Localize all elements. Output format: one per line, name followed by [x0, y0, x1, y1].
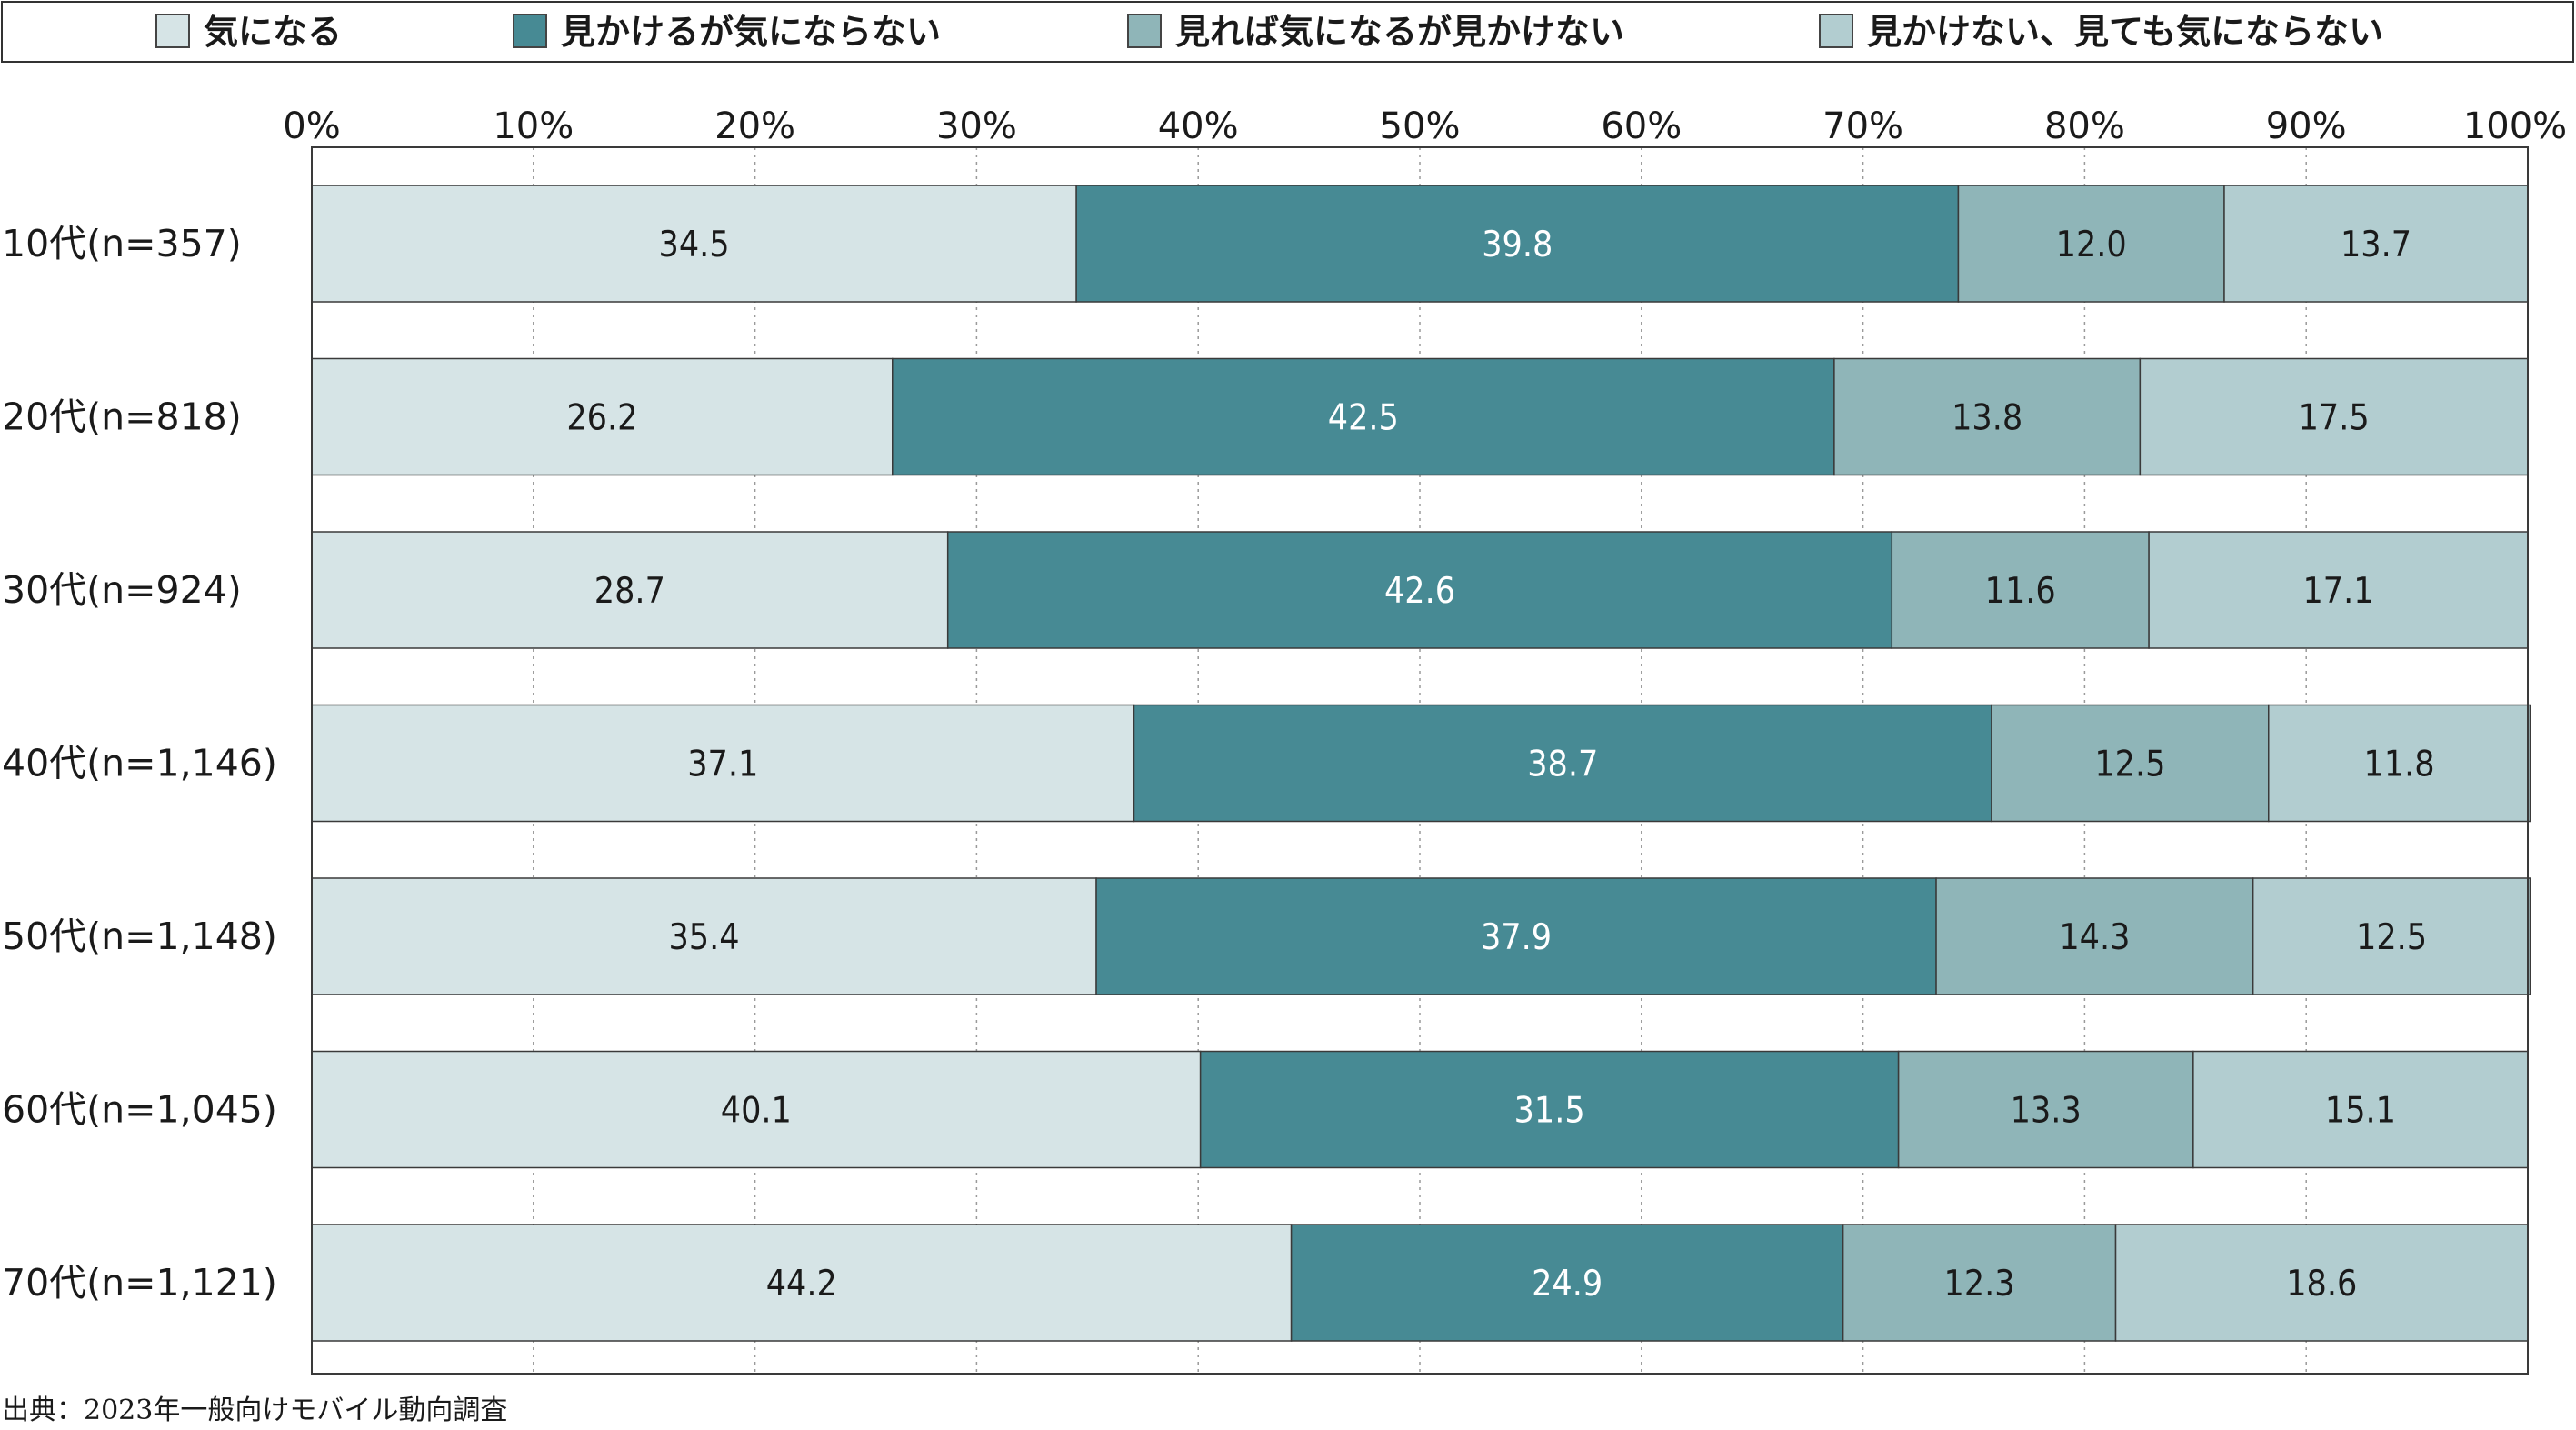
data-label: 12.5 [2094, 745, 2165, 785]
data-label: 31.5 [1514, 1091, 1585, 1132]
x-tick-label: 10% [493, 105, 574, 147]
data-label: 15.1 [2325, 1091, 2396, 1132]
data-label: 13.8 [1952, 398, 2022, 439]
bar-segment [1842, 1224, 2117, 1342]
bar-segment [2252, 877, 2531, 995]
data-label: 13.3 [2011, 1091, 2082, 1132]
data-label: 44.2 [766, 1264, 837, 1305]
bar-segment [1891, 531, 2150, 649]
bar-row: 26.2 42.5 13.8 17.5 [311, 357, 2529, 476]
bar-segment [311, 531, 949, 649]
x-tick-label: 100% [2463, 105, 2567, 147]
data-label: 17.1 [2302, 571, 2373, 612]
bar-segment [892, 357, 1835, 476]
category-label: 10代(n=357) [2, 222, 242, 265]
bar-row: 34.5 39.8 12.0 13.7 [311, 185, 2529, 303]
x-tick-label: 50% [1380, 105, 1461, 147]
legend-label: 気になる [204, 12, 342, 52]
bar-segment [1075, 185, 1960, 303]
bar-segment [1290, 1224, 1844, 1342]
bar-segment [311, 357, 894, 476]
x-tick-label: 20% [714, 105, 795, 147]
plot-frame [311, 146, 2529, 1375]
category-label: 20代(n=818) [2, 395, 242, 439]
legend-label: 見かけない、見ても気にならない [1867, 12, 2383, 52]
x-tick-label: 70% [1822, 105, 1903, 147]
bar-segment [1199, 1050, 1900, 1169]
data-label: 13.7 [2341, 225, 2411, 265]
bar-row: 44.2 24.9 12.3 18.6 [311, 1224, 2529, 1342]
bar-segment [311, 704, 1135, 823]
legend-box [1, 1, 2574, 63]
data-label: 42.6 [1384, 571, 1455, 612]
data-label: 35.4 [668, 917, 739, 958]
data-label: 14.3 [2059, 917, 2130, 958]
bar-segment [311, 1224, 1293, 1342]
data-label: 37.1 [687, 745, 758, 785]
bars: 34.5 39.8 12.0 13.7 26.2 42.5 13.8 17.5 28.7 42.6… [311, 185, 2531, 1342]
bar-segment [2148, 531, 2529, 649]
bar-segment [2139, 357, 2529, 476]
x-tick-label: 40% [1158, 105, 1239, 147]
category-labels: 10代(n=357) 20代(n=818) 30代(n=924) 40代(n=1,14… [2, 222, 277, 1305]
legend-label: 見れば気になるが見かけない [1175, 12, 1624, 52]
bar-segment [946, 531, 1893, 649]
bar-segment [2223, 185, 2529, 303]
data-label: 42.5 [1328, 398, 1399, 439]
category-label: 50代(n=1,148) [2, 915, 277, 958]
legend-swatch [1819, 14, 1853, 48]
data-label: 38.7 [1527, 745, 1598, 785]
data-label: 39.8 [1482, 225, 1553, 265]
bar-segment [1833, 357, 2142, 476]
bar-segment [2192, 1050, 2529, 1169]
bar-segment [1957, 185, 2225, 303]
x-tick-label: 90% [2266, 105, 2347, 147]
bar-row: 35.4 37.9 14.3 12.5 [311, 877, 2531, 995]
data-label: 12.3 [1944, 1264, 2015, 1305]
category-label: 70代(n=1,121) [2, 1261, 277, 1305]
bar-segment [1095, 877, 1937, 995]
plot-border [311, 146, 2529, 1375]
data-label: 28.7 [594, 571, 665, 612]
chart-legend: 気になる 見かけるが気にならない 見れば気になるが見かけない 見かけない、見ても気にな… [1, 1, 2574, 63]
x-tick-label: 80% [2044, 105, 2125, 147]
bar-segment [2268, 704, 2531, 823]
data-label: 37.9 [1481, 917, 1552, 958]
bar-segment [1935, 877, 2254, 995]
data-label: 17.5 [2299, 398, 2370, 439]
x-axis-ticks: 0% 10% 20% 30% 40% 50% 60% 70% 80% 90% 100% [283, 105, 2567, 147]
legend-swatch [513, 14, 547, 48]
legend-swatch [155, 14, 190, 48]
legend-label: 見かけるが気にならない [561, 12, 941, 52]
bar-row: 37.1 38.7 12.5 11.8 [311, 704, 2531, 823]
x-tick-label: 0% [283, 105, 340, 147]
data-label: 18.6 [2286, 1264, 2357, 1305]
category-label: 40代(n=1,146) [2, 742, 277, 785]
bar-row: 40.1 31.5 13.3 15.1 [311, 1050, 2529, 1169]
data-label: 12.5 [2356, 917, 2427, 958]
legend-swatch [1127, 14, 1162, 48]
data-label: 12.0 [2056, 225, 2127, 265]
bar-row: 28.7 42.6 11.6 17.1 [311, 531, 2529, 649]
source-note: 出典：2023年一般向けモバイル動向調査 [2, 1395, 507, 1426]
data-label: 40.1 [721, 1091, 792, 1132]
x-tick-label: 30% [936, 105, 1017, 147]
x-tick-label: 60% [1601, 105, 1682, 147]
data-label: 11.6 [1985, 571, 2056, 612]
bar-segment [1897, 1050, 2194, 1169]
data-label: 26.2 [566, 398, 637, 439]
category-label: 60代(n=1,045) [2, 1088, 277, 1132]
data-label: 11.8 [2364, 745, 2435, 785]
data-label: 24.9 [1532, 1264, 1603, 1305]
bar-segment [311, 877, 1097, 995]
data-label: 34.5 [659, 225, 730, 265]
category-label: 30代(n=924) [2, 568, 242, 612]
bar-segment [2114, 1224, 2529, 1342]
